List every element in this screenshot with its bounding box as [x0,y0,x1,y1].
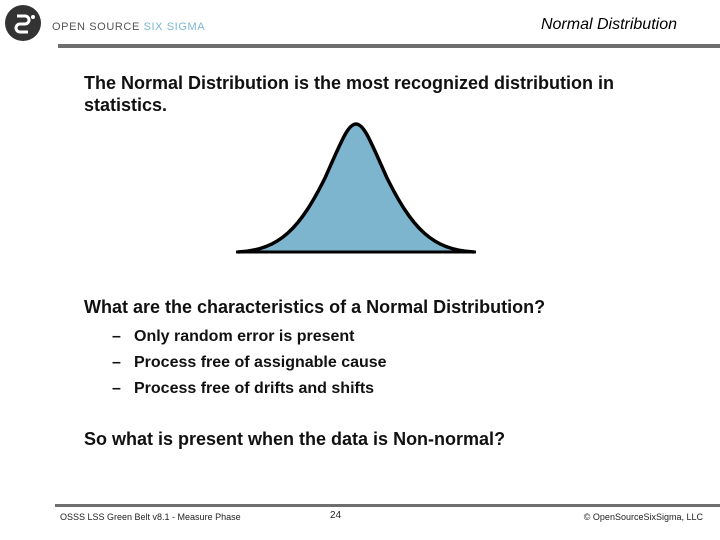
list-item-text: Process free of assignable cause [134,354,387,371]
bell-curve-line [237,122,475,254]
page-number: 24 [330,510,342,521]
footer-course-label: OSSS LSS Green Belt v8.1 - Measure Phase [60,512,241,522]
footer-copyright: © OpenSourceSixSigma, LLC [583,512,703,522]
brand-logo: OPEN SOURCE SIX SIGMA [4,5,214,41]
logo-icon [5,5,41,41]
list-item-text: Only random error is present [134,328,355,345]
list-item: – Only random error is present [112,324,387,350]
bell-curve-area [238,124,474,252]
list-item: – Process free of assignable cause [112,350,387,376]
slide-title: Normal Distribution [540,16,677,33]
intro-text: The Normal Distribution is the most reco… [84,73,615,115]
list-item: – Process free of drifts and shifts [112,376,387,402]
footer-divider [55,504,720,507]
question-text: What are the characteristics of a Normal… [84,297,546,317]
bullet-marker: – [112,354,121,371]
closing-question: So what is present when the data is Non-… [84,429,506,449]
header-divider [58,44,720,48]
bullet-marker: – [112,328,121,345]
bell-curve-icon [236,122,476,254]
characteristics-list: – Only random error is present – Process f… [112,324,387,402]
logo-wordmark: OPEN SOURCE SIX SIGMA [52,21,206,33]
bullet-marker: – [112,380,121,397]
list-item-text: Process free of drifts and shifts [134,380,375,397]
